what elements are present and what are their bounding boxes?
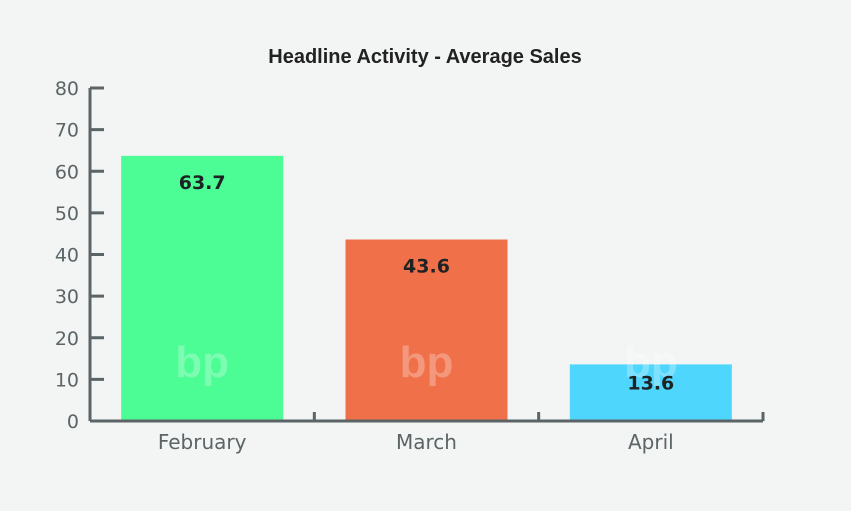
x-tick-label-april: April [628, 430, 674, 454]
data-label-february: 63.7 [179, 172, 226, 194]
bar-february [121, 155, 284, 421]
y-axis-ticks: 0 10 20 30 40 50 60 70 80 [55, 78, 104, 433]
data-label-march: 43.6 [403, 256, 450, 278]
bar-march [345, 239, 508, 421]
bars-group: bp bp bp [121, 155, 732, 421]
data-label-april: 13.6 [627, 372, 674, 394]
watermark-logo: bp [175, 338, 229, 387]
x-axis-ticks: February March April [158, 430, 674, 454]
watermark-logo: bp [624, 338, 678, 387]
y-tick-label: 10 [55, 369, 79, 391]
chart-title: Headline Activity - Average Sales [268, 46, 581, 68]
y-tick-label: 50 [55, 203, 79, 225]
y-tick-label: 40 [55, 245, 79, 267]
y-tick-label: 80 [55, 78, 79, 100]
bar-april [569, 364, 732, 421]
y-tick-label: 20 [55, 328, 79, 350]
x-axis [90, 412, 765, 423]
x-tick-label-march: March [396, 430, 457, 454]
y-tick-label: 70 [55, 120, 79, 142]
y-tick-label: 0 [67, 411, 79, 433]
y-tick-label: 60 [55, 161, 79, 183]
data-labels: 63.7 43.6 13.6 [179, 172, 675, 395]
watermark-logo: bp [400, 338, 454, 387]
y-tick-label: 30 [55, 286, 79, 308]
x-tick-label-february: February [158, 430, 247, 454]
